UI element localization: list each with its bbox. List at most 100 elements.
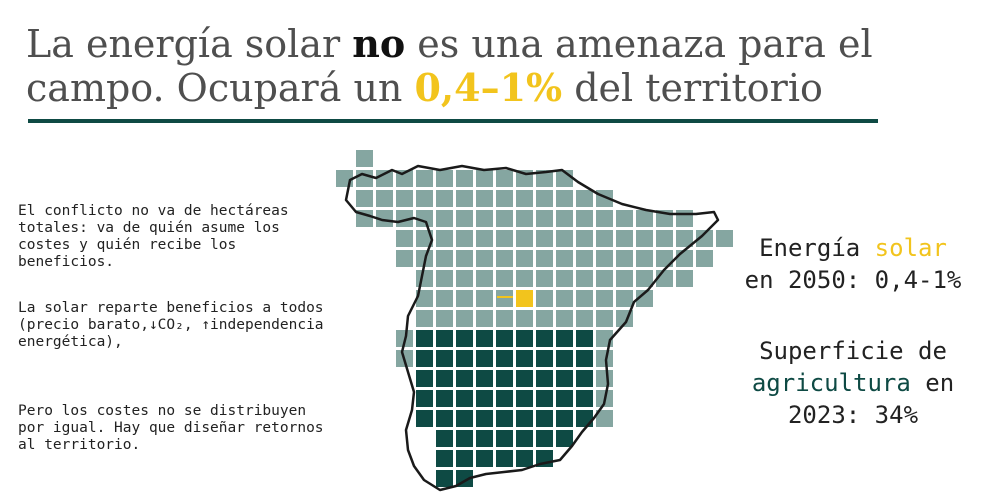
map-square: [576, 190, 593, 207]
agriculture-square: [576, 390, 593, 407]
agriculture-square: [516, 390, 533, 407]
map-square: [436, 250, 453, 267]
map-square: [436, 230, 453, 247]
map-square: [556, 270, 573, 287]
agriculture-square: [536, 390, 553, 407]
map-square: [536, 270, 553, 287]
agriculture-square: [436, 390, 453, 407]
agriculture-square: [576, 330, 593, 347]
solar-square: [516, 290, 533, 307]
map-square: [496, 190, 513, 207]
agriculture-stat-word: agricultura: [751, 369, 911, 397]
map-square: [616, 270, 633, 287]
agriculture-square: [476, 330, 493, 347]
map-square: [616, 290, 633, 307]
map-square: [656, 230, 673, 247]
map-square: [396, 230, 413, 247]
agriculture-square: [476, 430, 493, 447]
agriculture-square: [416, 330, 433, 347]
agriculture-square: [456, 390, 473, 407]
map-square: [396, 190, 413, 207]
map-square: [416, 210, 433, 227]
agriculture-square: [536, 430, 553, 447]
map-square: [356, 170, 373, 187]
agriculture-square: [536, 350, 553, 367]
map-square: [676, 270, 693, 287]
agriculture-square: [496, 450, 513, 467]
map-square: [456, 210, 473, 227]
map-square: [496, 290, 513, 307]
agriculture-square: [516, 350, 533, 367]
map-square: [556, 230, 573, 247]
agriculture-square: [436, 330, 453, 347]
agriculture-square: [516, 450, 533, 467]
map-square: [636, 250, 653, 267]
map-square: [476, 170, 493, 187]
map-square: [556, 210, 573, 227]
map-square: [596, 370, 613, 387]
map-square: [536, 170, 553, 187]
map-square: [616, 250, 633, 267]
map-square: [616, 230, 633, 247]
agriculture-square: [456, 410, 473, 427]
solar-stat-prefix: Energía: [759, 234, 875, 262]
agriculture-stat: Superficie de agricultura en 2023: 34%: [720, 335, 986, 431]
map-square: [356, 190, 373, 207]
map-square: [496, 270, 513, 287]
agriculture-square: [536, 370, 553, 387]
agriculture-square: [496, 350, 513, 367]
agriculture-square: [576, 370, 593, 387]
map-square: [496, 250, 513, 267]
agriculture-square: [416, 410, 433, 427]
map-square: [436, 190, 453, 207]
agriculture-square: [556, 350, 573, 367]
title-highlight-percentage: 0,4–1%: [414, 65, 563, 110]
agriculture-square: [436, 470, 453, 487]
map-square: [676, 210, 693, 227]
map-square: [496, 210, 513, 227]
map-square: [496, 230, 513, 247]
map-squares: [336, 150, 733, 487]
agriculture-square: [496, 430, 513, 447]
map-square: [656, 250, 673, 267]
agriculture-square: [436, 410, 453, 427]
map-square: [416, 170, 433, 187]
agriculture-square: [476, 390, 493, 407]
solar-stat-word: solar: [874, 234, 947, 262]
agriculture-square: [536, 330, 553, 347]
map-square: [576, 270, 593, 287]
map-square: [636, 290, 653, 307]
map-square: [536, 210, 553, 227]
agriculture-square: [456, 350, 473, 367]
agriculture-square: [536, 410, 553, 427]
map-square: [456, 290, 473, 307]
map-square: [536, 290, 553, 307]
map-square: [556, 310, 573, 327]
solar-stat-value: en 2050: 0,4-1%: [744, 266, 962, 294]
map-square: [396, 250, 413, 267]
agriculture-square: [436, 370, 453, 387]
agriculture-square: [476, 370, 493, 387]
map-square: [556, 250, 573, 267]
map-square: [436, 290, 453, 307]
agriculture-square: [436, 430, 453, 447]
title-part2: es una amenaza para el: [405, 22, 873, 66]
agriculture-square: [456, 370, 473, 387]
map-square: [476, 310, 493, 327]
map-square: [596, 290, 613, 307]
agriculture-stat-line1: Superficie de: [759, 337, 947, 365]
agriculture-square: [516, 330, 533, 347]
map-square: [556, 290, 573, 307]
map-square: [376, 190, 393, 207]
map-square: [596, 230, 613, 247]
map-square: [416, 270, 433, 287]
map-square: [696, 250, 713, 267]
agriculture-stat-suffix: en: [910, 369, 955, 397]
agriculture-square: [456, 330, 473, 347]
map-square: [696, 230, 713, 247]
map-square: [416, 290, 433, 307]
agriculture-square: [456, 450, 473, 467]
agriculture-square: [456, 430, 473, 447]
map-square: [516, 230, 533, 247]
map-square: [456, 270, 473, 287]
